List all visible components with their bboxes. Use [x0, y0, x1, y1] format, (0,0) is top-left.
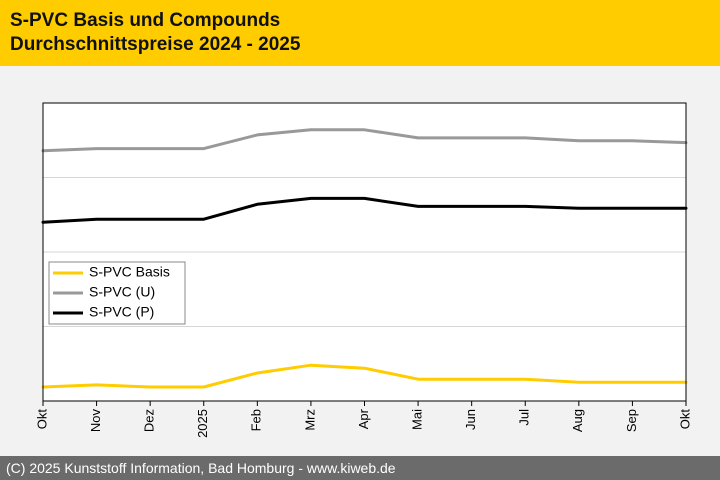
x-tick-label: Feb [249, 409, 264, 431]
chart-header: S-PVC Basis und Compounds Durchschnittsp… [0, 0, 720, 66]
price-line-chart: Okt Nov Dez 2025 Feb Mrz Apr Mai Jun Jul Aug Sep Okt… [34, 102, 692, 438]
x-tick-label: Okt [34, 409, 49, 430]
x-tick-label: Mrz [302, 409, 317, 431]
chart-title: S-PVC Basis und Compounds [10, 10, 281, 31]
copyright-footer: (C) 2025 Kunststoff Information, Bad Hom… [0, 456, 720, 480]
legend-label: S-PVC (U) [89, 284, 155, 300]
legend-label: S-PVC (P) [89, 304, 154, 320]
x-tick-label: Apr [356, 408, 371, 429]
chart-subtitle: Durchschnittspreise 2024 - 2025 [10, 34, 301, 55]
x-tick-label: Jun [463, 409, 478, 430]
x-tick-label: 2025 [195, 409, 210, 438]
x-tick-label: Dez [142, 409, 157, 432]
x-tick-label: Mai [410, 409, 425, 430]
legend-label: S-PVC Basis [89, 264, 170, 280]
x-tick-label: Jul [517, 409, 532, 426]
copyright-text: (C) 2025 Kunststoff Information, Bad Hom… [6, 460, 396, 476]
series-line-1 [41, 363, 688, 389]
series-line-2 [41, 128, 688, 153]
x-tick-label: Nov [88, 409, 103, 433]
x-tick-label: Aug [570, 409, 585, 432]
x-tick-label: Okt [677, 409, 692, 430]
series-line-3 [41, 196, 688, 224]
x-tick-label: Sep [624, 409, 639, 432]
